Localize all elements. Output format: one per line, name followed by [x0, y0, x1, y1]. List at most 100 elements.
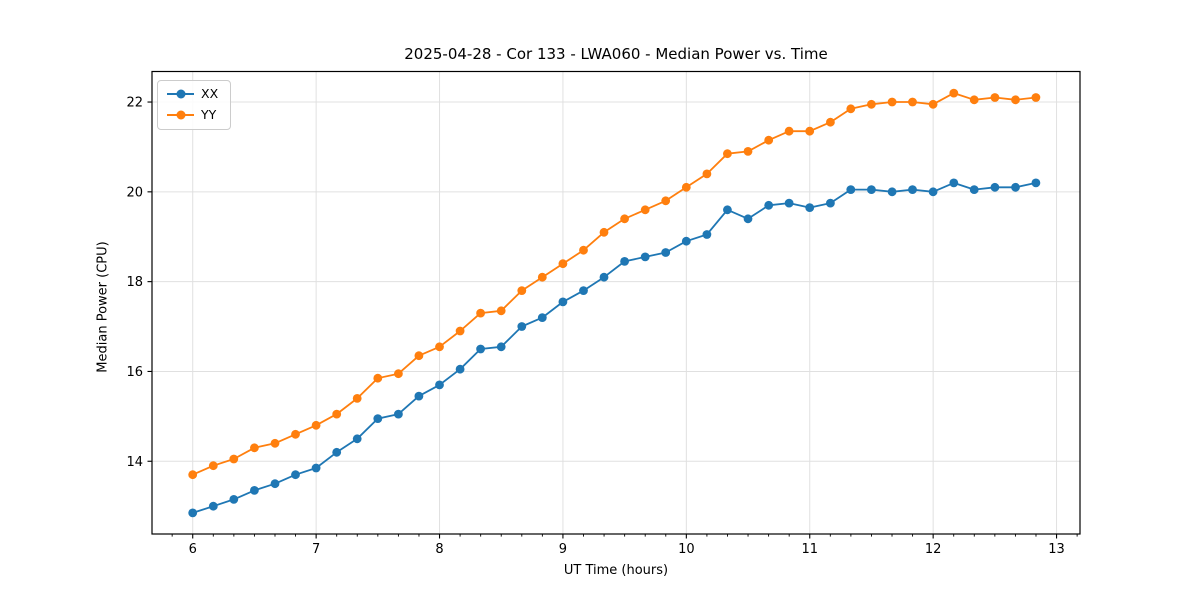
data-point-xx-17 — [537, 313, 547, 322]
data-point-yy-34 — [887, 97, 897, 107]
x-tick-label-7: 7 — [312, 542, 320, 557]
data-point-xx-9 — [373, 414, 383, 423]
data-point-yy-26 — [723, 149, 732, 159]
x-tick-label-11: 11 — [801, 542, 818, 557]
data-point-xx-3 — [250, 486, 259, 495]
data-point-xx-6 — [311, 463, 321, 473]
axes-frame — [151, 70, 1081, 535]
data-point-xx-41 — [1031, 178, 1041, 188]
data-point-yy-24 — [681, 182, 691, 192]
data-point-yy-20 — [599, 227, 609, 237]
data-point-yy-33 — [867, 99, 876, 109]
data-point-yy-28 — [764, 135, 774, 145]
data-point-yy-31 — [826, 117, 835, 127]
data-point-xx-2 — [229, 495, 239, 504]
data-point-yy-25 — [702, 169, 712, 179]
data-point-xx-12 — [435, 380, 444, 390]
data-point-xx-1 — [208, 501, 218, 511]
data-point-yy-37 — [949, 88, 959, 98]
x-tick-label-9: 9 — [559, 542, 567, 557]
data-point-xx-37 — [949, 178, 959, 188]
yy-line-marker-icon — [167, 110, 194, 120]
data-point-yy-4 — [270, 438, 280, 448]
x-tick-label-12: 12 — [925, 542, 942, 557]
data-point-xx-31 — [826, 198, 835, 208]
data-point-xx-19 — [579, 286, 588, 295]
data-point-yy-35 — [908, 97, 917, 107]
data-point-yy-7 — [332, 409, 342, 419]
data-point-xx-36 — [928, 187, 938, 197]
data-point-xx-30 — [805, 203, 815, 213]
data-point-yy-18 — [558, 259, 568, 269]
data-point-yy-27 — [743, 147, 753, 156]
data-point-yy-38 — [969, 95, 979, 105]
data-point-yy-13 — [455, 326, 465, 336]
data-point-yy-0 — [188, 470, 198, 480]
data-point-yy-15 — [496, 306, 506, 316]
data-point-yy-30 — [805, 126, 815, 136]
x-tick-label-8: 8 — [435, 542, 443, 557]
data-point-xx-26 — [723, 205, 732, 215]
xx-line-marker-icon — [167, 89, 194, 99]
data-point-xx-29 — [784, 198, 794, 208]
data-point-yy-21 — [620, 214, 629, 224]
data-point-xx-4 — [270, 479, 280, 489]
series-line-xx — [192, 181, 1037, 514]
data-point-yy-2 — [229, 454, 239, 464]
y-tick-label-16: 16 — [126, 365, 143, 380]
data-point-xx-38 — [969, 185, 979, 195]
data-point-xx-28 — [764, 200, 774, 210]
data-point-yy-3 — [250, 443, 259, 453]
data-point-yy-10 — [394, 369, 403, 379]
data-point-xx-0 — [188, 508, 198, 518]
x-axis-label: UT Time (hours) — [563, 563, 669, 578]
x-tick-label-13: 13 — [1048, 542, 1065, 557]
legend-label-yy: YY — [201, 106, 217, 122]
data-point-xx-27 — [743, 214, 753, 224]
y-tick-label-14: 14 — [126, 455, 143, 470]
data-point-xx-15 — [496, 342, 506, 352]
data-point-yy-40 — [1011, 95, 1020, 105]
data-point-yy-11 — [414, 351, 424, 361]
data-point-yy-8 — [352, 394, 362, 403]
data-point-yy-19 — [579, 245, 588, 255]
data-point-yy-9 — [373, 373, 383, 383]
data-point-xx-23 — [661, 248, 671, 257]
data-point-xx-7 — [332, 447, 342, 457]
legend-item-xx[interactable]: XX — [167, 85, 218, 103]
data-point-xx-33 — [867, 185, 876, 195]
data-point-yy-1 — [208, 461, 218, 471]
data-point-yy-6 — [311, 420, 321, 430]
data-point-xx-39 — [990, 182, 1000, 192]
data-point-xx-25 — [702, 230, 712, 239]
data-point-yy-32 — [846, 104, 856, 114]
x-tick-label-6: 6 — [189, 542, 197, 557]
legend-label-xx: XX — [201, 85, 219, 101]
legend[interactable]: XX YY — [157, 80, 232, 130]
data-point-xx-35 — [908, 185, 917, 195]
data-point-xx-16 — [517, 322, 527, 331]
data-point-yy-5 — [291, 429, 300, 439]
x-tick-label-10: 10 — [678, 542, 695, 557]
data-point-xx-24 — [681, 236, 691, 246]
data-point-yy-29 — [784, 126, 794, 136]
legend-item-yy[interactable]: YY — [167, 106, 218, 124]
data-point-yy-23 — [661, 196, 671, 206]
data-point-yy-39 — [990, 93, 1000, 102]
y-tick-label-20: 20 — [126, 185, 143, 200]
data-point-xx-21 — [620, 257, 629, 266]
data-point-xx-40 — [1011, 182, 1020, 192]
data-point-yy-17 — [537, 272, 547, 282]
data-point-yy-12 — [435, 342, 444, 352]
data-point-xx-8 — [352, 434, 362, 444]
data-point-xx-22 — [640, 252, 650, 262]
data-point-yy-36 — [928, 99, 938, 109]
data-point-yy-16 — [517, 286, 527, 295]
data-point-xx-32 — [846, 185, 856, 195]
y-tick-label-18: 18 — [126, 275, 143, 290]
data-point-xx-10 — [394, 409, 403, 419]
chart-title: 2025-04-28 - Cor 133 - LWA060 - Median P… — [404, 45, 828, 63]
data-point-yy-22 — [640, 205, 650, 215]
data-point-xx-18 — [558, 297, 568, 307]
